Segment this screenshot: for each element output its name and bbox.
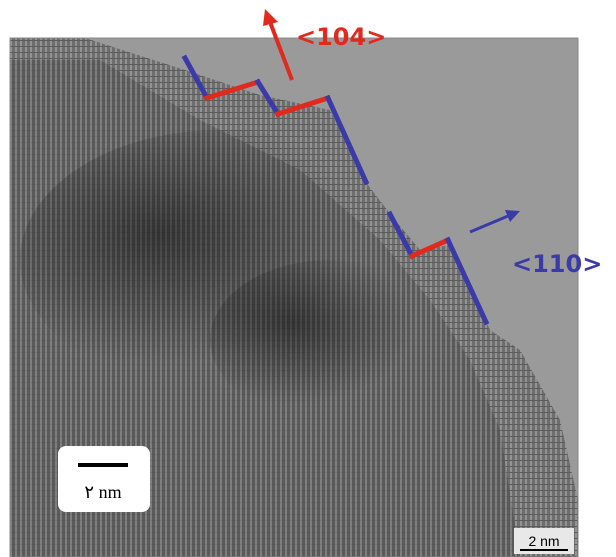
scale-label: 2 nm — [528, 533, 559, 549]
scale-bar-overlay: ۲ nm — [58, 446, 150, 512]
scale-label: ۲ nm — [84, 482, 121, 502]
direction-label: <110> — [512, 250, 602, 278]
tem-figure: <104> <110> ۲ nm 2 nm — [0, 0, 616, 557]
direction-label: <104> — [296, 23, 386, 51]
scale-bar-original: 2 nm — [514, 528, 574, 554]
